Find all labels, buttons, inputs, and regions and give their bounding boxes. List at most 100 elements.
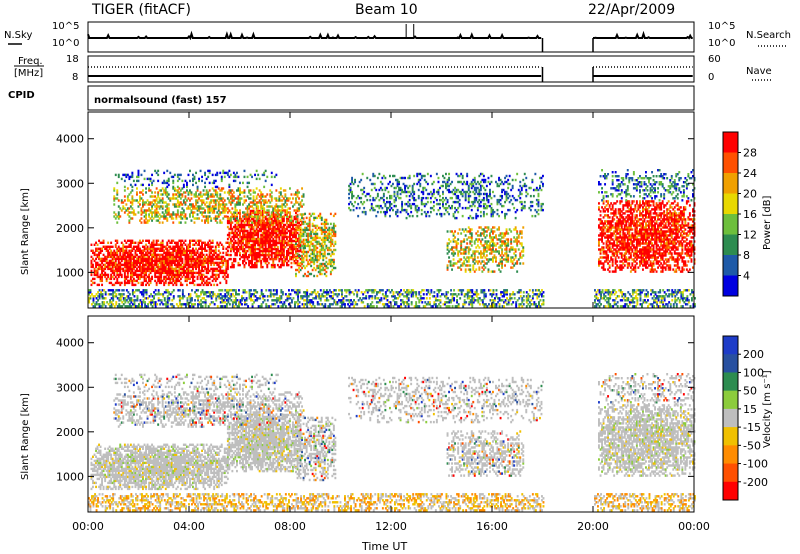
power-cell [142, 193, 144, 196]
power-cell [286, 215, 288, 218]
power-cell [96, 273, 99, 277]
power-cell [261, 211, 264, 215]
power-cell [242, 181, 244, 185]
power-cell [96, 283, 99, 287]
power-cell [242, 191, 244, 194]
power-cell [125, 263, 128, 267]
power-cell [284, 233, 287, 237]
power-cell [251, 249, 254, 253]
power-cell [142, 189, 144, 192]
power-cell [408, 202, 411, 206]
power-cell [231, 213, 234, 216]
power-cell [205, 271, 208, 275]
power-cell [320, 222, 323, 226]
power-cell [270, 215, 273, 218]
power-cell [273, 255, 276, 259]
power-cell [148, 247, 151, 250]
power-cell [290, 249, 293, 253]
power-cell [101, 261, 104, 265]
power-cell [252, 255, 255, 259]
power-cell [386, 210, 388, 214]
power-cell [172, 195, 175, 198]
power-cell [208, 189, 211, 192]
power-cell [252, 229, 255, 233]
power-cell [187, 193, 190, 196]
power-cell [226, 221, 229, 225]
power-cell [328, 252, 331, 256]
power-cell [279, 199, 282, 202]
power-cell [198, 241, 201, 244]
power-cell [155, 255, 158, 259]
power-cell [176, 201, 179, 204]
power-cell [393, 198, 396, 202]
power-cell [293, 259, 296, 263]
power-cell [266, 231, 269, 235]
power-cell [302, 222, 305, 226]
power-cell [460, 232, 463, 235]
power-cell [170, 247, 173, 250]
power-cell [214, 277, 217, 281]
power-cell [123, 265, 126, 269]
power-cell [287, 217, 290, 221]
power-cell [255, 227, 258, 231]
power-cell [248, 217, 251, 221]
power-cell [310, 240, 313, 244]
power-cell [240, 217, 243, 221]
power-cell [301, 195, 304, 198]
power-cell [325, 236, 328, 240]
power-cell [522, 246, 525, 249]
power-cell [372, 206, 375, 210]
power-cell [246, 195, 249, 198]
power-cell [252, 201, 255, 204]
power-cell [155, 211, 158, 214]
power-cell [231, 197, 234, 200]
power-cell [184, 249, 187, 252]
power-cell [134, 213, 137, 216]
power-cell [143, 245, 146, 248]
power-cell [161, 259, 164, 263]
power-cell [145, 279, 148, 283]
power-cell [308, 212, 311, 216]
power-cell [182, 269, 185, 273]
power-cell [140, 257, 143, 261]
power-cell [173, 279, 176, 283]
power-cell [257, 235, 260, 239]
power-cell [267, 261, 270, 265]
power-cell [332, 226, 335, 230]
power-cell [534, 214, 537, 218]
power-cell [284, 259, 287, 263]
power-cell [166, 179, 169, 183]
power-cell [384, 204, 387, 208]
power-cell [279, 249, 282, 253]
power-cell [242, 219, 244, 223]
power-cell [96, 269, 99, 273]
power-cell [320, 226, 323, 230]
power-cell [281, 261, 284, 265]
power-cell [128, 265, 131, 269]
power-cell [260, 233, 263, 237]
power-cell [99, 275, 102, 279]
power-cell [190, 219, 193, 222]
power-cell [382, 210, 385, 214]
power-cell [299, 261, 302, 265]
power-cell [128, 249, 131, 252]
power-cell [129, 263, 132, 267]
power-cell [295, 248, 297, 252]
power-cell [328, 232, 331, 236]
power-cell [240, 223, 243, 227]
power-cell [181, 179, 184, 183]
power-cell [476, 230, 479, 233]
power-cell [249, 265, 252, 269]
power-cell [116, 181, 119, 185]
power-cell [328, 230, 331, 234]
power-cell [395, 178, 397, 182]
power-cell [129, 261, 132, 265]
power-cell [196, 239, 199, 242]
power-cell [292, 249, 294, 253]
power-cell [251, 201, 254, 204]
power-cell [281, 205, 284, 208]
power-cell [390, 194, 393, 198]
power-cell [220, 203, 223, 206]
nave-tick-high: 60 [708, 54, 721, 65]
power-cell [264, 223, 267, 227]
